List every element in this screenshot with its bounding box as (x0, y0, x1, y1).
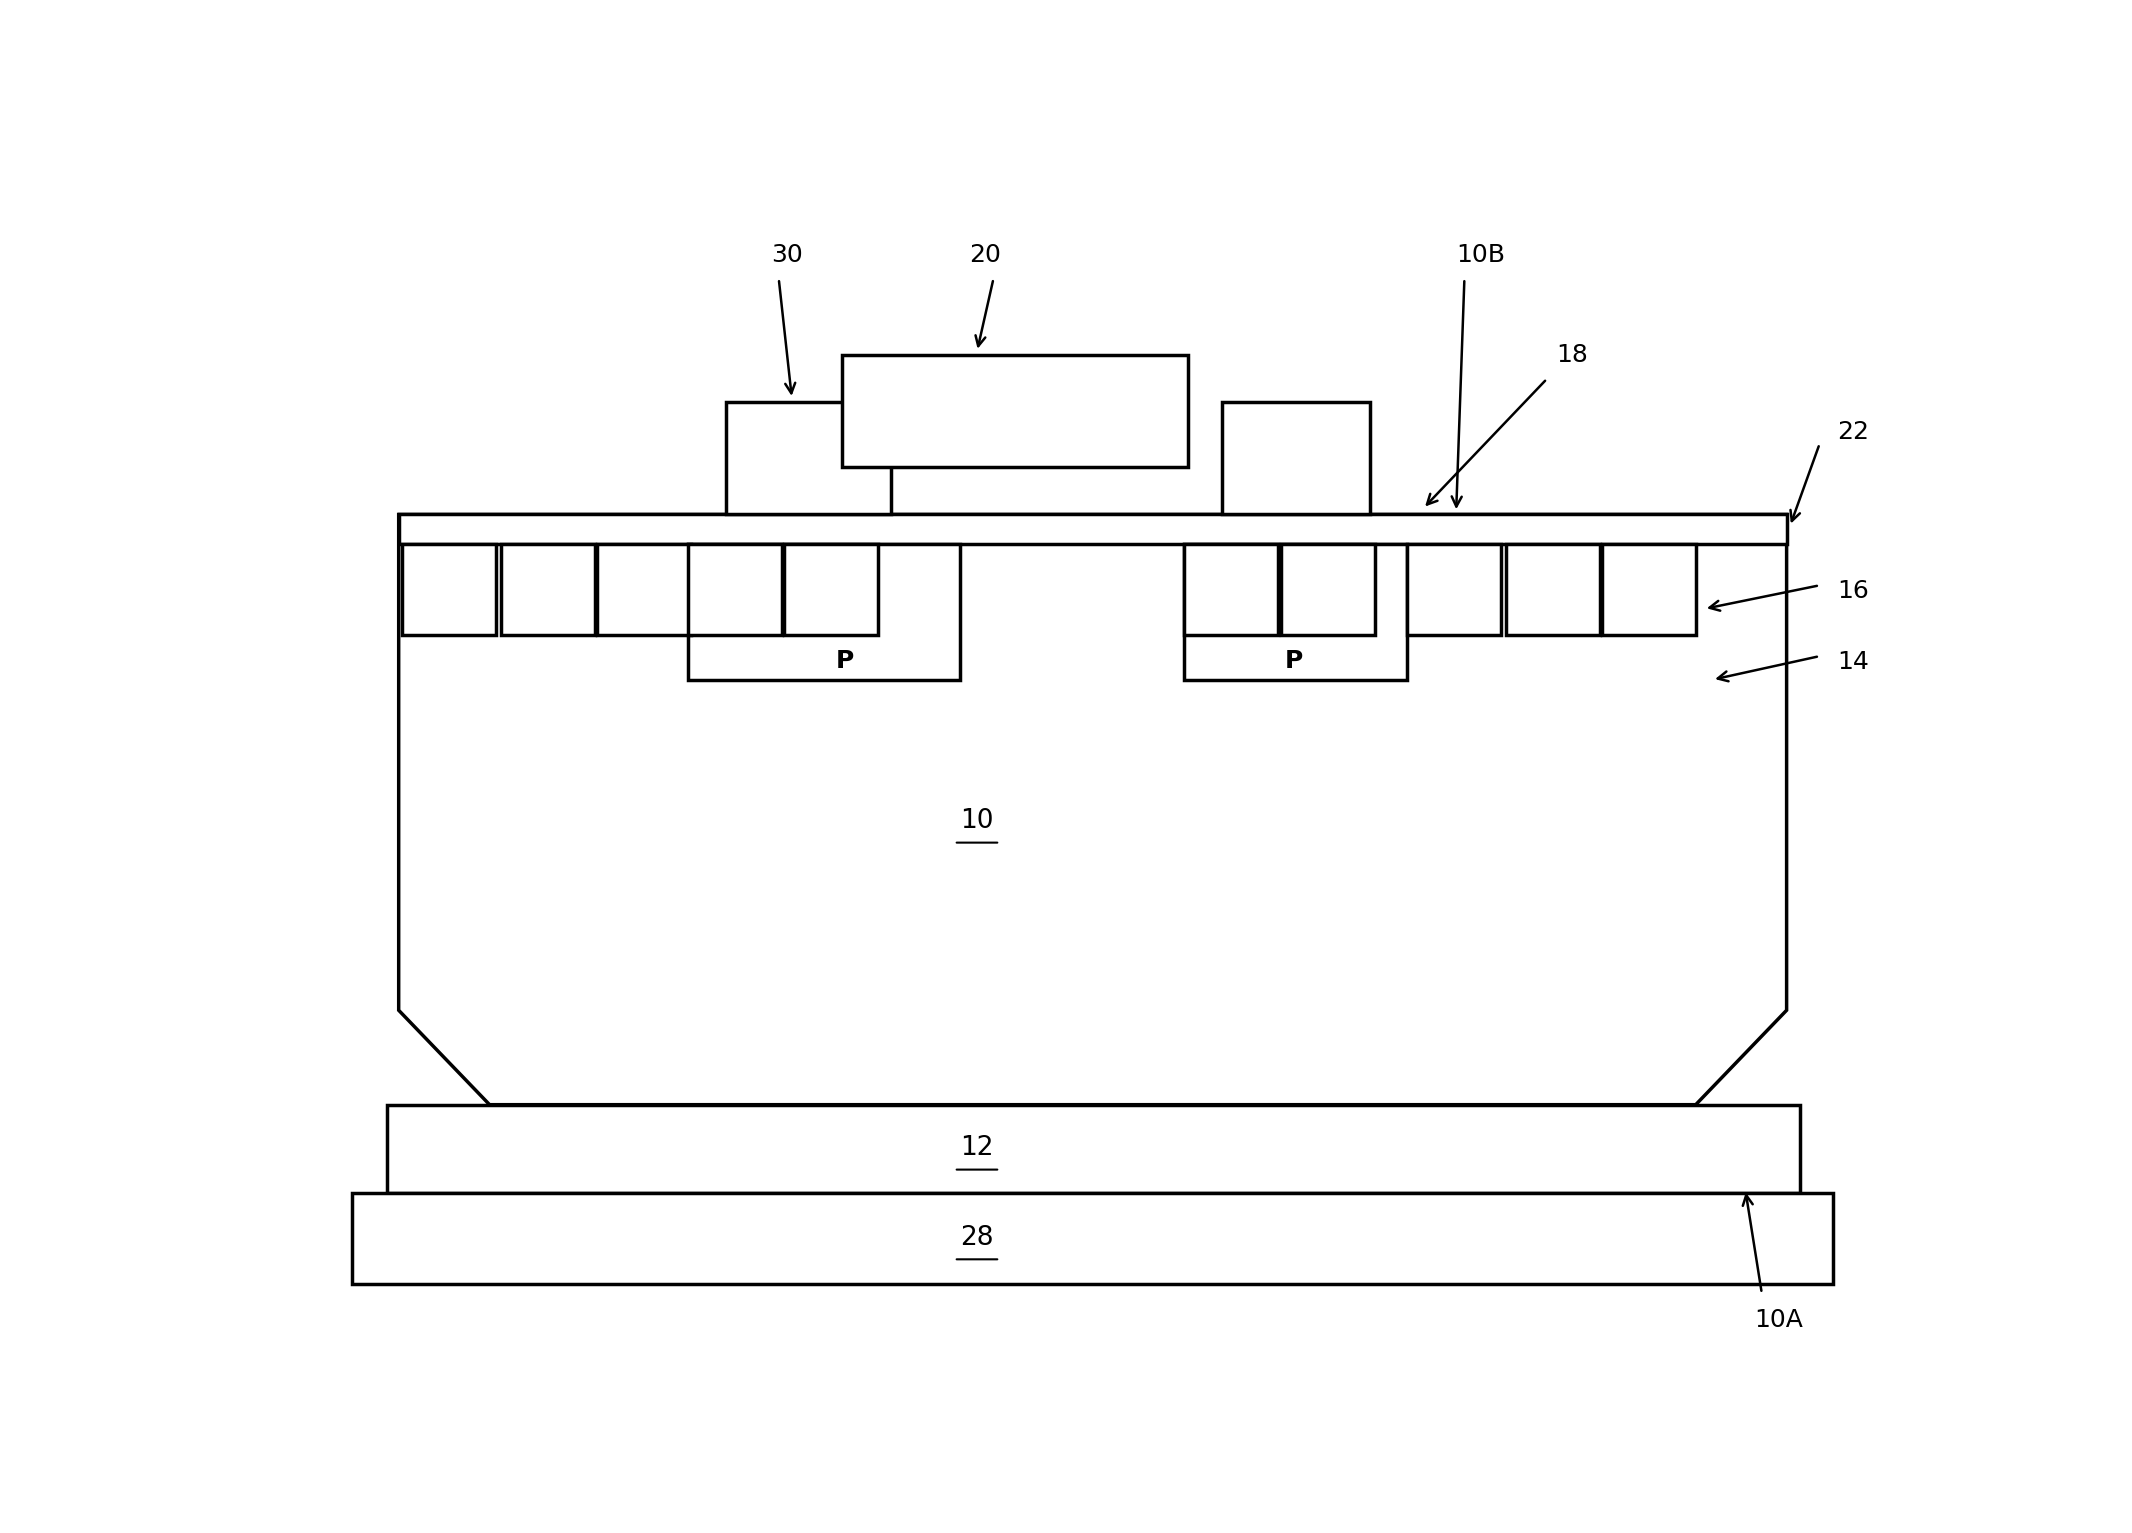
Polygon shape (399, 515, 1787, 1105)
Text: P+: P+ (629, 579, 659, 599)
Bar (403, 544, 497, 635)
Text: N+: N+ (814, 579, 846, 599)
Bar (1505, 544, 1599, 635)
Text: 28: 28 (959, 1225, 994, 1251)
Text: 22: 22 (1836, 420, 1870, 445)
Text: P: P (1286, 648, 1303, 673)
Text: P+: P+ (1537, 579, 1569, 599)
Text: P+: P+ (533, 579, 563, 599)
Text: 16: 16 (1838, 579, 1868, 602)
Text: P+: P+ (1633, 579, 1663, 599)
Text: P+: P+ (1313, 579, 1343, 599)
Bar (1407, 544, 1501, 635)
Bar (1222, 402, 1371, 515)
Text: 20: 20 (970, 242, 1002, 267)
Bar (1183, 544, 1277, 635)
Bar (1281, 544, 1375, 635)
Text: P+: P+ (433, 579, 465, 599)
Bar (725, 402, 891, 515)
Bar (1183, 544, 1407, 679)
Bar (1601, 544, 1695, 635)
Text: 18: 18 (1556, 343, 1588, 366)
Text: 10A: 10A (1755, 1308, 1804, 1332)
Text: 30: 30 (772, 242, 804, 267)
Text: 10B: 10B (1456, 242, 1505, 267)
Text: N+: N+ (1215, 579, 1247, 599)
Bar (597, 544, 691, 635)
Text: 24: 24 (793, 452, 825, 477)
Text: 10: 10 (959, 808, 994, 834)
Bar (785, 544, 878, 635)
Text: 14: 14 (1838, 650, 1868, 675)
Bar (689, 544, 962, 679)
Text: 12: 12 (959, 1136, 994, 1162)
Text: P: P (836, 648, 855, 673)
Bar (388, 1105, 1799, 1193)
Bar (689, 544, 782, 635)
Text: P+: P+ (1439, 579, 1469, 599)
Bar (399, 515, 1787, 544)
Text: 24: 24 (1279, 452, 1311, 477)
Text: P+: P+ (721, 579, 750, 599)
Bar (352, 1193, 1834, 1285)
Text: 26: 26 (1000, 408, 1032, 432)
Bar (501, 544, 595, 635)
Bar (842, 356, 1188, 468)
